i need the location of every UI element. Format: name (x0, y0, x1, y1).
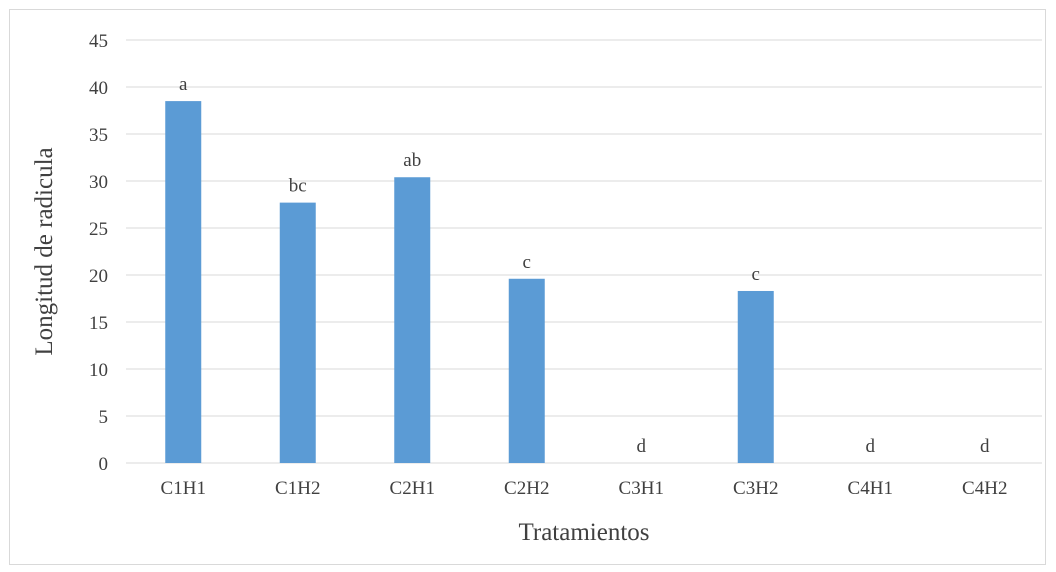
x-tick-labels: C1H1 C1H2 C2H1 C2H2 C3H1 C3H2 C4H1 C4H2 (161, 478, 1008, 499)
x-tick-label: C1H1 (161, 478, 206, 499)
y-axis-title: Longitud de radicula (31, 147, 58, 355)
bar-c1h1 (165, 101, 202, 463)
bars (165, 101, 774, 464)
y-tick-labels: 0 5 10 15 20 25 30 35 40 45 (89, 31, 108, 475)
x-axis-title: Tratamientos (518, 519, 649, 546)
x-tick-label: C3H2 (733, 478, 778, 499)
bar-c2h2 (508, 278, 545, 463)
bar-c3h2 (737, 290, 774, 463)
x-tick-label: C2H1 (390, 478, 435, 499)
bar-c2h1 (394, 177, 431, 464)
y-tick-label: 5 (99, 407, 109, 428)
data-label: d (980, 436, 990, 457)
data-label: d (866, 436, 876, 457)
x-tick-label: C2H2 (504, 478, 549, 499)
x-tick-label: C4H2 (962, 478, 1007, 499)
data-label: bc (289, 176, 307, 197)
y-tick-label: 25 (89, 219, 108, 240)
y-tick-label: 45 (89, 31, 108, 52)
y-tick-label: 40 (89, 78, 108, 99)
y-tick-label: 30 (89, 172, 108, 193)
bar-c1h2 (279, 202, 316, 463)
data-label: c (752, 264, 760, 285)
x-tick-label: C4H1 (848, 478, 893, 499)
data-label: ab (403, 150, 421, 171)
y-tick-label: 20 (89, 266, 108, 287)
data-label: c (523, 252, 531, 273)
data-label: d (637, 436, 647, 457)
y-tick-label: 15 (89, 313, 108, 334)
x-tick-label: C3H1 (619, 478, 664, 499)
y-tick-label: 0 (99, 454, 109, 475)
x-tick-label: C1H2 (275, 478, 320, 499)
gridlines (126, 39, 1042, 464)
y-tick-label: 10 (89, 360, 108, 381)
data-label: a (179, 74, 188, 95)
y-tick-label: 35 (89, 125, 108, 146)
chart-frame: 0 5 10 15 20 25 30 35 40 45 C1H1 C1H2 C2H1 C2H2 C3H1 C… (9, 9, 1046, 565)
